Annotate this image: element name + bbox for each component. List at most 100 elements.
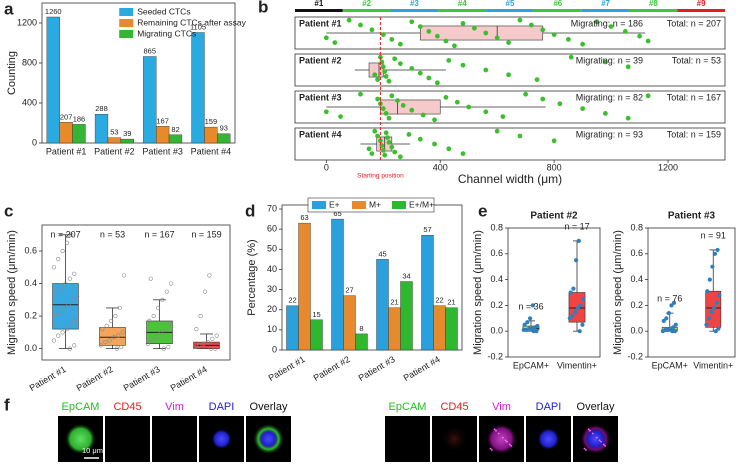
x-tick-label: Patient #3 — [357, 354, 397, 383]
value-label: 865 — [144, 46, 157, 55]
n-label: n = 207 — [50, 229, 80, 239]
panel-letter: b — [258, 0, 268, 16]
micro-tile — [385, 416, 430, 462]
data-point — [551, 32, 557, 37]
data-point — [575, 305, 581, 311]
bar — [143, 56, 157, 144]
legend-swatch — [312, 201, 326, 209]
data-point — [602, 59, 608, 65]
data-point — [661, 318, 666, 323]
speckle — [587, 428, 590, 431]
speckle — [604, 444, 607, 447]
data-point — [108, 318, 114, 324]
data-point — [671, 325, 676, 330]
migrating-label: Migrating: n = 93 — [576, 129, 643, 139]
data-point — [59, 284, 64, 289]
x-tick-label: Vimentin+ — [557, 360, 597, 370]
value-label: 53 — [110, 128, 118, 137]
bar — [155, 126, 170, 144]
channel-title: Vim — [165, 401, 184, 413]
data-point — [625, 115, 631, 121]
data-point — [158, 330, 164, 335]
data-point — [551, 138, 557, 144]
data-point — [565, 37, 571, 42]
data-point — [483, 67, 489, 73]
data-point — [406, 132, 412, 137]
data-point — [645, 93, 651, 99]
channel-label: #9 — [697, 0, 706, 8]
data-point — [712, 251, 718, 256]
y-tick-label: 0 — [32, 137, 37, 147]
data-point — [664, 316, 669, 321]
data-point — [669, 303, 674, 308]
data-point — [386, 140, 392, 145]
bar — [217, 133, 231, 144]
bar — [376, 259, 389, 351]
annotation: Starting position — [357, 173, 404, 180]
y-tick-label: 10 — [267, 324, 277, 334]
speckle — [490, 449, 493, 451]
row-frame — [294, 127, 726, 161]
data-point — [64, 240, 70, 245]
value-label: 288 — [95, 104, 108, 113]
value-label: 22 — [435, 296, 443, 305]
micro-tile — [105, 416, 150, 462]
y-tick-label: 50 — [267, 244, 277, 254]
data-point — [208, 346, 213, 351]
data-point — [383, 74, 389, 79]
data-point — [573, 309, 578, 314]
data-point — [713, 329, 718, 334]
data-point — [625, 64, 631, 70]
total-label: Total: n = 167 — [667, 92, 721, 102]
data-point — [525, 320, 530, 325]
data-point — [460, 21, 466, 26]
data-point — [67, 276, 72, 281]
data-point — [155, 305, 161, 311]
bar — [120, 138, 134, 144]
x-tick-label: EpCAM+ — [652, 360, 688, 370]
data-point — [673, 322, 678, 327]
x-tick-label: Patient #1 — [267, 354, 307, 383]
data-point — [645, 38, 651, 44]
data-point — [67, 346, 72, 351]
value-label: 93 — [220, 124, 228, 133]
value-label: 167 — [156, 116, 169, 125]
data-point — [346, 17, 352, 23]
subplot-title: Patient #3 — [668, 211, 716, 222]
data-point — [122, 273, 127, 278]
n-label: n = 17 — [564, 221, 589, 231]
data-point — [409, 107, 415, 113]
x-tick-label: Patient #2 — [75, 364, 115, 393]
data-point — [568, 290, 573, 295]
y-axis-label: Migration speed (μm/min) — [6, 230, 18, 355]
data-point — [372, 72, 378, 78]
data-point — [409, 19, 415, 25]
x-tick-label: Patient #4 — [191, 146, 232, 156]
bar — [107, 137, 122, 144]
data-point — [707, 277, 712, 282]
bar — [72, 124, 86, 144]
scale-bar-label: 10 μm — [82, 446, 103, 455]
data-point — [120, 330, 125, 335]
n-label: n = 53 — [100, 229, 125, 239]
y-tick-label: -0.2 — [487, 351, 503, 361]
n-label: n = 159 — [191, 229, 221, 239]
data-point — [372, 128, 378, 134]
data-point — [715, 247, 720, 253]
legend-swatch — [119, 19, 134, 27]
cell — [486, 424, 517, 454]
data-point — [709, 309, 714, 314]
data-point — [446, 58, 452, 63]
channel-bar — [677, 9, 725, 12]
data-point — [717, 292, 722, 298]
bar — [46, 16, 60, 144]
group-label: Patient #3 — [299, 92, 342, 102]
value-label: 39 — [123, 129, 131, 138]
y-tick-label: 400 — [22, 97, 37, 107]
plot-frame — [647, 227, 736, 358]
channel-bar — [533, 9, 582, 12]
data-point — [201, 341, 206, 346]
legend-label: E+ — [329, 199, 340, 209]
y-tick-label: 0.2 — [630, 300, 643, 310]
legend-swatch — [119, 8, 134, 16]
